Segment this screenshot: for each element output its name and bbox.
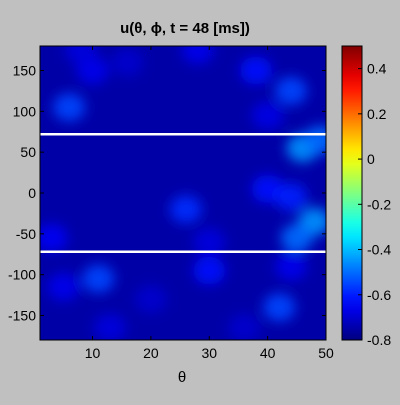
heatmap-blobs <box>40 46 326 340</box>
colorbar-tick-label: -0.8 <box>367 332 391 348</box>
heatmap-blob <box>193 228 226 256</box>
heatmap-blob <box>274 76 307 105</box>
heatmap-blob <box>274 183 307 212</box>
heatmap-blob <box>193 256 226 285</box>
x-tick-label: 50 <box>318 345 334 361</box>
y-tick-label: 100 <box>13 103 37 119</box>
plot-area <box>39 45 327 341</box>
y-tick-label: -150 <box>8 308 36 324</box>
heatmap-blob <box>274 252 307 281</box>
y-tick-label: 0 <box>28 185 36 201</box>
heatmap-blob <box>53 93 86 122</box>
heatmap-blob <box>40 223 68 252</box>
heatmap-blob <box>263 293 296 322</box>
y-tick-label: -50 <box>16 226 36 242</box>
colorbar-tick-label: 0.4 <box>367 61 387 77</box>
y-axis: 150 100 50 0 -50 -100 -150 <box>8 63 326 324</box>
y-tick-label: 150 <box>13 63 37 79</box>
heatmap-blob <box>280 223 313 252</box>
x-tick-label: 10 <box>85 345 101 361</box>
x-axis-label: θ <box>178 369 186 386</box>
x-axis: 10 20 30 40 50 <box>85 46 334 361</box>
colorbar-gradient <box>341 45 363 341</box>
colorbar-tick-label: 0 <box>367 151 375 167</box>
y-tick-label: 50 <box>20 144 36 160</box>
colorbar-tick-label: -0.6 <box>367 287 391 303</box>
heatmap-blob <box>82 264 115 293</box>
heatmap-blob <box>169 195 202 224</box>
heatmap-blob <box>64 46 97 65</box>
heatmap-blob <box>304 125 326 154</box>
colorbar-tick-label: -0.4 <box>367 242 391 258</box>
heatmap-blob <box>239 56 272 85</box>
x-tick-label: 20 <box>143 345 159 361</box>
chart-title: u(θ, ϕ, t = 48 [ms]) <box>120 20 250 37</box>
heatmap-blob <box>134 285 167 314</box>
colorbar-ticks: 0.4 0.2 0 -0.2 -0.4 -0.6 -0.8 <box>358 61 391 348</box>
colorbar-tick-label: 0.2 <box>367 106 387 122</box>
x-tick-label: 30 <box>201 345 217 361</box>
x-tick-label: 40 <box>260 345 276 361</box>
heatmap-blob <box>181 46 214 65</box>
heatmap-blob <box>47 272 80 301</box>
heatmap-blob <box>94 313 127 340</box>
heatmap-blob <box>228 313 261 340</box>
heatmap-blob <box>251 101 284 130</box>
y-tick-label: -100 <box>8 267 36 283</box>
colorbar-tick-label: -0.2 <box>367 196 391 212</box>
colorbar: 0.4 0.2 0 -0.2 -0.4 -0.6 -0.8 <box>341 45 391 348</box>
reference-lines <box>40 132 326 254</box>
heatmap-blob <box>111 48 144 77</box>
